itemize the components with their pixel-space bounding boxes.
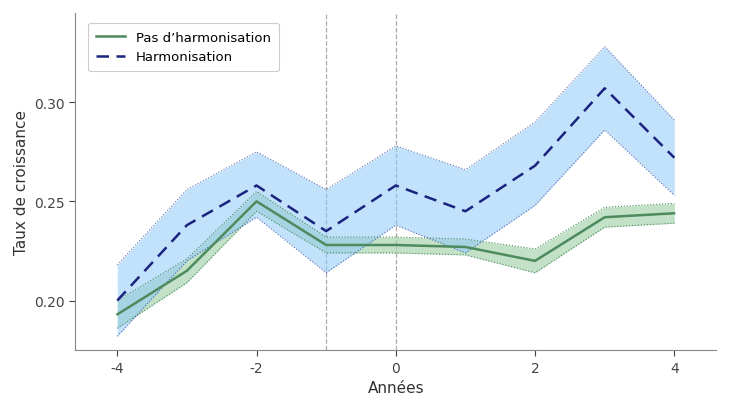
Legend: Pas d’harmonisation, Harmonisation: Pas d’harmonisation, Harmonisation xyxy=(88,24,279,72)
Y-axis label: Taux de croissance: Taux de croissance xyxy=(14,110,29,254)
X-axis label: Années: Années xyxy=(367,380,424,395)
